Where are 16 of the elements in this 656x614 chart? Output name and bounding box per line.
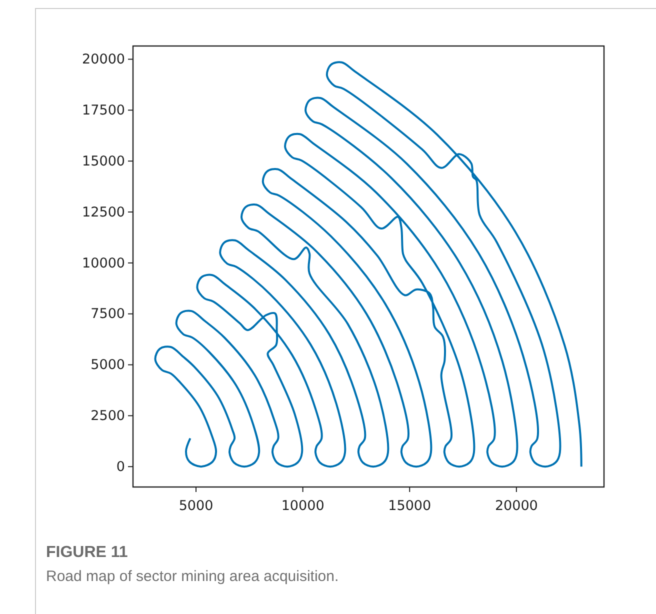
x-tick-label: 15000 [388, 498, 432, 514]
y-tick-label: 12500 [82, 204, 125, 220]
y-tick-label: 10000 [82, 255, 125, 272]
y-tick-label: 2500 [90, 408, 125, 424]
x-tick-label: 5000 [178, 498, 214, 514]
y-tick-label: 17500 [82, 102, 125, 118]
y-tick-label: 7500 [90, 306, 125, 322]
caption: FIGURE 11 [46, 544, 128, 561]
y-tick-label: 0 [116, 458, 125, 475]
line-series [154, 61, 582, 468]
y-tick-label: 5000 [90, 357, 125, 374]
text: Road map of sector mining area acquisition. [46, 568, 339, 585]
y-tick-label: 20000 [82, 52, 125, 68]
x-tick-label: 20000 [494, 498, 538, 514]
y-tick-label: 15000 [82, 153, 125, 170]
x-tick-label: 10000 [281, 498, 324, 514]
